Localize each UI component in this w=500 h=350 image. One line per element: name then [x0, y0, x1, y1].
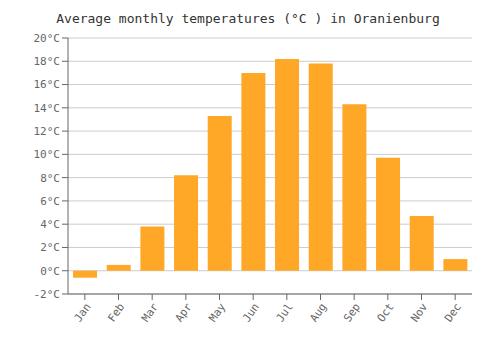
svg-text:2°C: 2°C — [40, 241, 60, 254]
svg-text:Jan: Jan — [72, 301, 94, 325]
svg-text:12°C: 12°C — [34, 125, 61, 138]
html-text:Average monthly temperatures (: Average monthly temperatures (°C ) in Or… — [56, 11, 440, 26]
svg-text:8°C: 8°C — [40, 172, 60, 185]
svg-text:16°C: 16°C — [34, 78, 61, 91]
svg-text:Aug: Aug — [307, 301, 329, 325]
svg-text:6°C: 6°C — [40, 195, 60, 208]
svg-text:Oct: Oct — [375, 301, 397, 325]
svg-text:14°C: 14°C — [34, 102, 61, 115]
svg-text:Mar: Mar — [139, 300, 161, 324]
svg-text:10°C: 10°C — [34, 148, 61, 161]
svg-text:Dec: Dec — [442, 301, 464, 325]
svg-text:Sep: Sep — [341, 301, 363, 325]
svg-text:Apr: Apr — [173, 300, 195, 324]
svg-text:Nov: Nov — [408, 300, 430, 324]
svg-text:Jul: Jul — [274, 301, 296, 325]
svg-text:18°C: 18°C — [34, 55, 61, 68]
svg-text:May: May — [206, 300, 228, 324]
svg-text:Feb: Feb — [105, 301, 127, 325]
svg-text:Jun: Jun — [240, 301, 262, 325]
svg-text:4°C: 4°C — [40, 218, 60, 231]
svg-text:-2°C: -2°C — [34, 288, 61, 301]
svg-text:0°C: 0°C — [40, 265, 60, 278]
svg-text:20°C: 20°C — [34, 32, 61, 45]
